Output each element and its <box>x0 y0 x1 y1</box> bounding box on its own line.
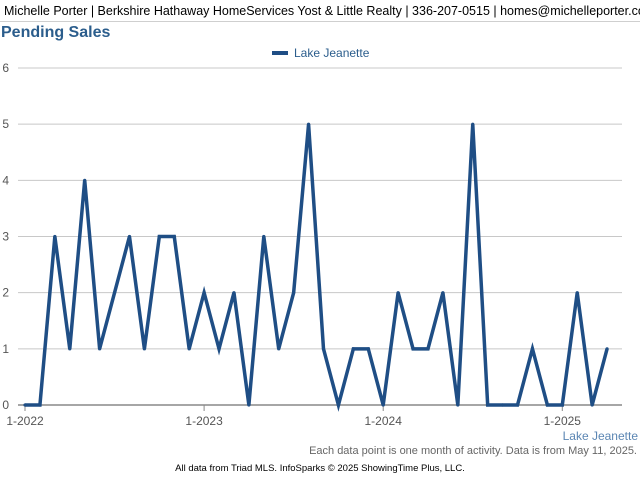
data-point <box>262 234 266 239</box>
y-tick-label: 2 <box>2 286 9 300</box>
data-point <box>545 403 549 407</box>
y-tick-label: 3 <box>2 230 9 244</box>
y-axis-ticks: 0 1 2 3 4 5 6 <box>2 61 9 412</box>
data-point <box>277 347 281 351</box>
data-point <box>471 122 475 126</box>
x-tick-label: 1-2024 <box>365 414 403 428</box>
y-tick-label: 6 <box>2 61 9 75</box>
data-point <box>157 234 161 239</box>
data-point <box>381 403 385 407</box>
data-point <box>456 403 460 407</box>
data-point <box>112 291 117 295</box>
agent-header: Michelle Porter | Berkshire Hathaway Hom… <box>0 0 640 22</box>
data-point <box>23 403 27 407</box>
y-tick-label: 4 <box>2 173 9 187</box>
data-point <box>172 234 176 239</box>
data-point <box>575 291 579 295</box>
data-note: Each data point is one month of activity… <box>309 445 637 457</box>
chart-title: Pending Sales <box>1 24 111 41</box>
data-point <box>98 347 102 351</box>
data-point <box>292 291 296 295</box>
x-tick-label: 1-2025 <box>544 414 582 428</box>
data-point <box>396 291 400 295</box>
x-axis: 1-2022 1-2023 1-2024 1-2025 <box>6 404 622 428</box>
footer-credit: All data from Triad MLS. InfoSparks © 20… <box>175 463 465 474</box>
data-point <box>187 347 191 351</box>
data-point <box>515 403 520 407</box>
data-point <box>321 347 326 351</box>
data-point <box>306 122 311 126</box>
data-point <box>366 347 370 351</box>
data-point <box>202 291 206 295</box>
data-point <box>83 178 87 182</box>
data-point <box>217 347 221 351</box>
y-tick-label: 1 <box>2 342 9 356</box>
header-divider <box>0 21 640 22</box>
x-tick-label: 1-2022 <box>6 414 44 428</box>
legend-label: Lake Jeanette <box>294 46 370 60</box>
plot-area <box>23 122 609 412</box>
data-point <box>560 403 564 407</box>
data-point <box>486 403 490 407</box>
data-point <box>247 403 251 407</box>
data-point <box>142 347 146 351</box>
data-point <box>441 291 445 295</box>
data-point <box>605 347 609 351</box>
data-point <box>38 403 42 407</box>
chart-legend[interactable]: Lake Jeanette <box>272 46 369 60</box>
data-point <box>530 347 535 351</box>
y-tick-label: 5 <box>2 117 9 131</box>
data-point <box>53 234 57 239</box>
x-tick-label: 1-2023 <box>185 414 223 428</box>
data-point <box>426 347 430 351</box>
data-point <box>68 347 72 351</box>
legend-swatch <box>272 51 288 55</box>
data-point <box>232 291 236 295</box>
data-point <box>336 403 341 407</box>
data-point <box>127 234 132 239</box>
data-point <box>501 403 505 407</box>
data-point <box>411 347 415 351</box>
y-tick-label: 0 <box>2 398 9 412</box>
data-point <box>351 347 355 351</box>
data-point <box>590 403 594 407</box>
pending-sales-chart: 0 1 2 3 4 5 6 1-2022 1-2023 1-2024 1-2025 <box>2 61 622 428</box>
series-label: Lake Jeanette <box>562 429 638 443</box>
series-line-lake-jeanette <box>25 124 609 412</box>
